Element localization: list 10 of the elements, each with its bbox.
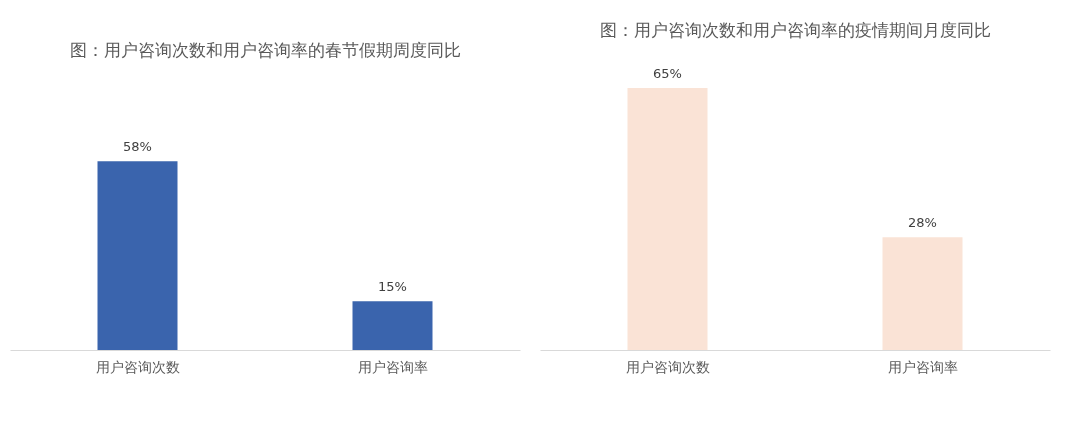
x-tick-label: 用户咨询率: [887, 358, 958, 375]
data-label: 58%: [123, 139, 152, 155]
data-label: 28%: [908, 215, 937, 231]
x-tick-label: 用户咨询次数: [95, 358, 180, 375]
data-label: 65%: [653, 66, 682, 81]
x-tick-label: 用户咨询次数: [625, 358, 710, 375]
x-tick-label: 用户咨询率: [357, 358, 428, 375]
chart-title: 图：用户咨询次数和用户咨询率的春节假期周度同比: [69, 40, 461, 60]
data-label: 15%: [378, 279, 407, 295]
chart-title: 图：用户咨询次数和用户咨询率的疫情期间月度同比: [599, 20, 991, 40]
